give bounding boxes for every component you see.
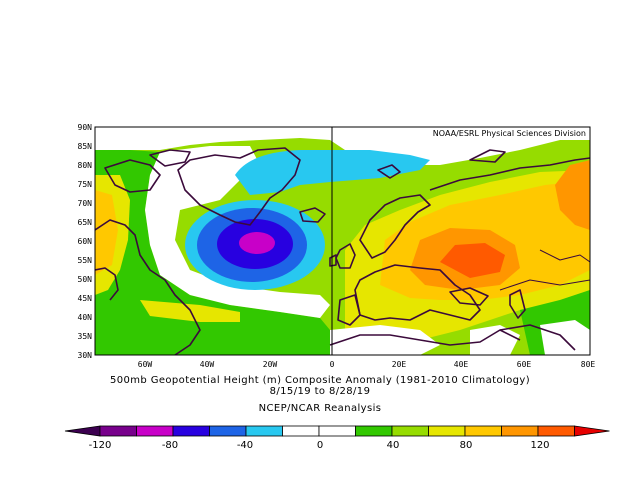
lat-label: 85N xyxy=(78,142,93,151)
credit-box xyxy=(403,128,589,138)
coastlines xyxy=(95,147,590,355)
caption-source: NCEP/NCAR Reanalysis xyxy=(258,403,382,414)
caption-dates: 8/15/19 to 8/28/19 xyxy=(269,386,371,397)
lat-label: 55N xyxy=(78,256,93,265)
lon-axis: 60W 40W 20W 0 20E 40E 60E 80E xyxy=(138,360,596,369)
colorbar-label: 80 xyxy=(460,440,473,451)
lat-label: 30N xyxy=(78,351,93,360)
lon-label: 60E xyxy=(517,360,532,369)
colorbar-bin xyxy=(318,425,356,437)
credit-text: NOAA/ESRL Physical Sciences Division xyxy=(433,129,586,138)
lat-label: 75N xyxy=(78,180,93,189)
lat-label: 60N xyxy=(78,237,93,246)
colorbar-bin xyxy=(282,425,320,437)
colorbar-over-triangle xyxy=(574,425,610,437)
colorbar-bin xyxy=(245,425,283,437)
lat-label: 50N xyxy=(78,275,93,284)
lon-label: 40E xyxy=(454,360,469,369)
lat-label: 90N xyxy=(78,123,93,132)
colorbar-bin xyxy=(99,425,137,437)
lat-label: 45N xyxy=(78,294,93,303)
colorbar xyxy=(64,425,610,437)
colorbar-label: -40 xyxy=(237,440,253,451)
colorbar-bin xyxy=(391,425,429,437)
lon-label: 20E xyxy=(392,360,407,369)
colorbar-bin xyxy=(172,425,210,437)
lat-label: 80N xyxy=(78,161,93,170)
anomaly-fill xyxy=(95,127,590,355)
caption-variable: 500mb Geopotential Height (m) Composite … xyxy=(109,375,531,386)
lat-axis: 90N 85N 80N 75N 70N 65N 60N 55N 50N 45N … xyxy=(78,123,93,360)
lat-label: 35N xyxy=(78,332,93,341)
colorbar-under-triangle xyxy=(64,425,101,437)
lon-label: 80E xyxy=(581,360,596,369)
lon-label: 60W xyxy=(138,360,153,369)
lat-label: 65N xyxy=(78,218,93,227)
colorbar-label: 0 xyxy=(317,440,323,451)
lon-label: 20W xyxy=(263,360,278,369)
map-frame xyxy=(94,126,591,356)
colorbar-bin xyxy=(464,425,502,437)
colorbar-bin xyxy=(537,425,575,437)
colorbar-bin xyxy=(428,425,466,437)
colorbar-label: -80 xyxy=(162,440,178,451)
colorbar-bin xyxy=(136,425,174,437)
lon-label: 40W xyxy=(200,360,215,369)
lat-label: 70N xyxy=(78,199,93,208)
lon-label: 0 xyxy=(330,360,335,369)
colorbar-bin xyxy=(209,425,247,437)
colorbar-label: 40 xyxy=(387,440,400,451)
colorbar-bin xyxy=(501,425,539,437)
lat-label: 40N xyxy=(78,313,93,322)
colorbar-label: 120 xyxy=(530,440,549,451)
colorbar-label: -120 xyxy=(89,440,112,451)
colorbar-labels: -120 -80 -40 0 40 80 120 xyxy=(89,440,550,451)
colorbar-bin xyxy=(355,425,393,437)
